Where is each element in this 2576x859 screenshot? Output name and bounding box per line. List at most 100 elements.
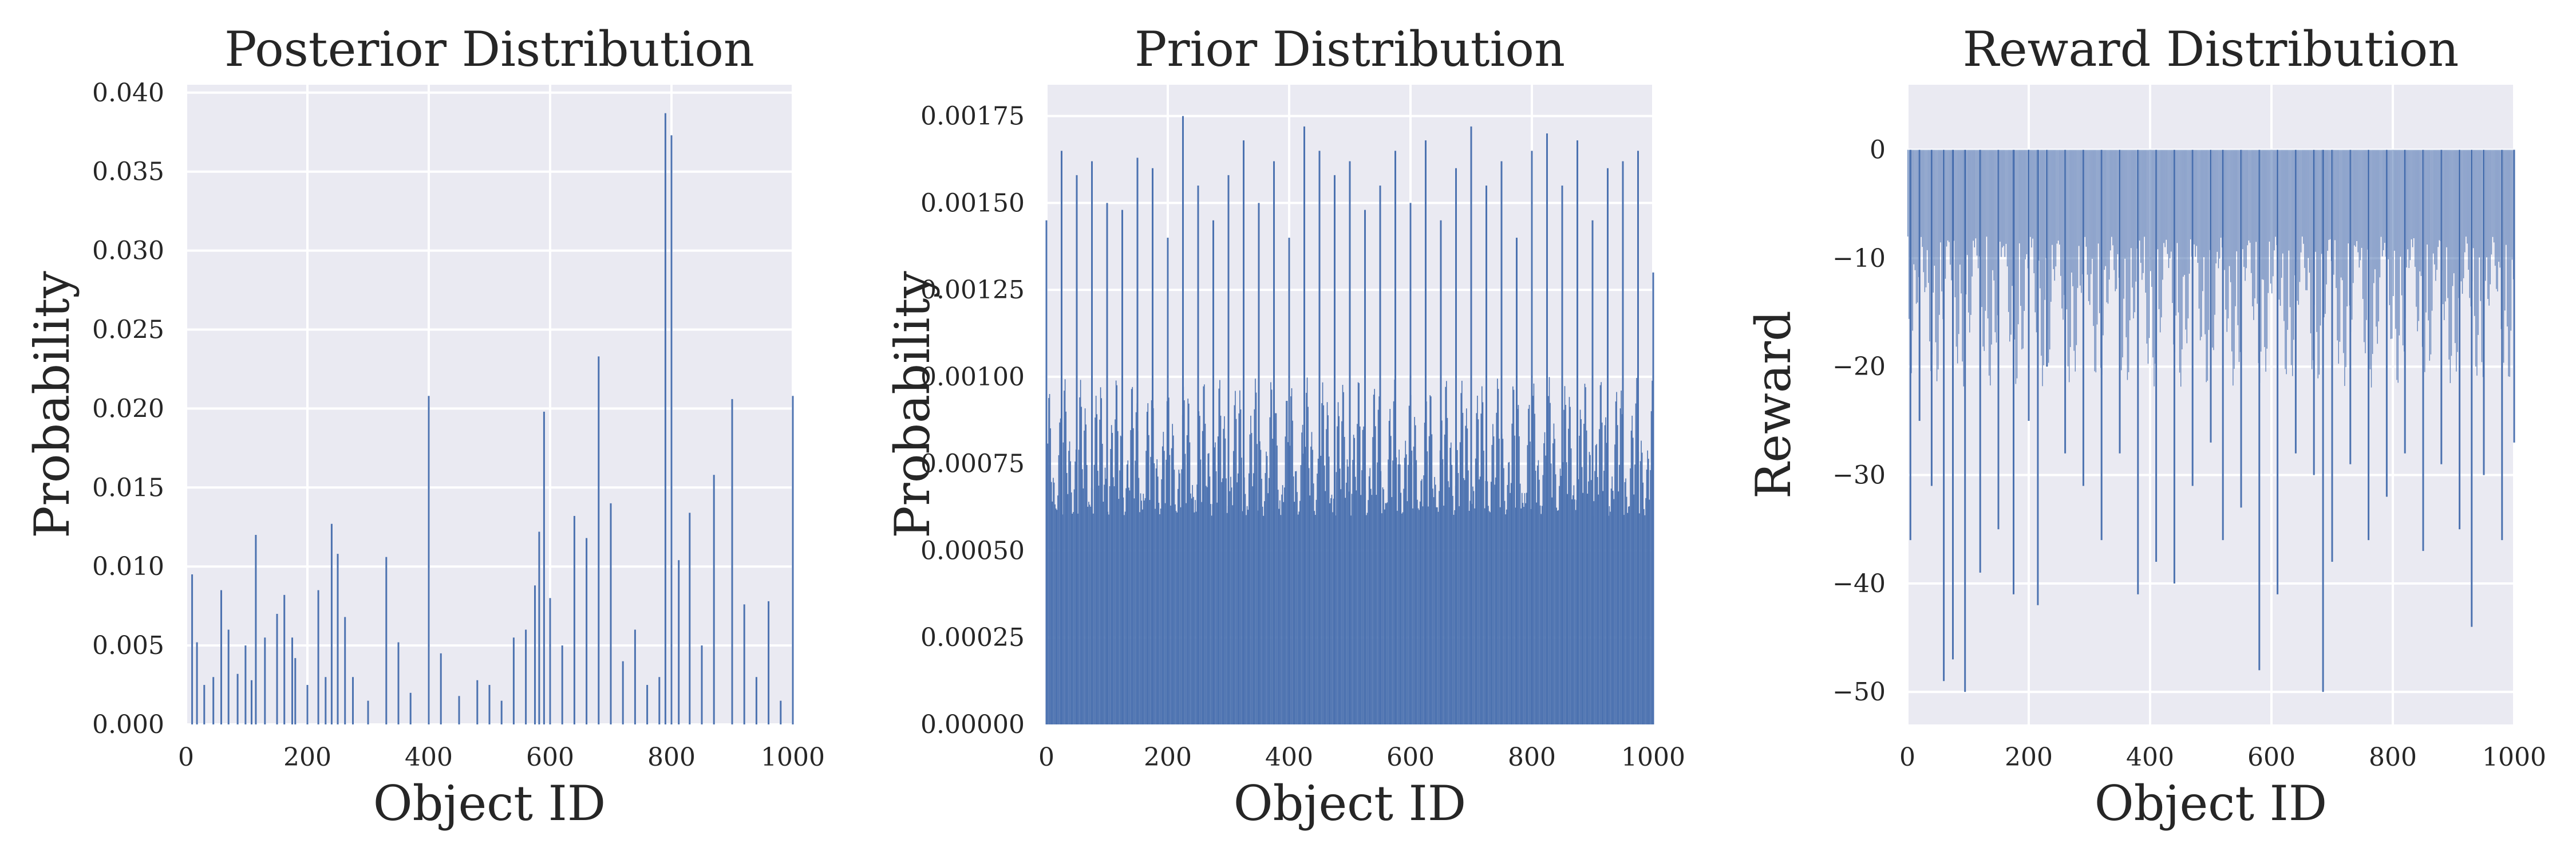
bar xyxy=(1641,452,1643,724)
bar xyxy=(1507,484,1508,724)
bar xyxy=(1585,387,1586,724)
bar xyxy=(1100,387,1101,724)
bar xyxy=(1493,436,1495,724)
y-tick-label: 0.00025 xyxy=(920,623,1025,652)
bar xyxy=(1485,186,1487,724)
bar xyxy=(1947,149,1949,241)
bar xyxy=(1309,495,1311,724)
y-tick-label: 0.040 xyxy=(92,78,164,108)
bar xyxy=(1257,444,1258,724)
bar xyxy=(2075,149,2076,372)
bar xyxy=(2173,149,2175,584)
bar xyxy=(2305,149,2306,290)
bar xyxy=(1127,460,1129,724)
bar xyxy=(1931,149,1933,354)
y-tick-label: 0.030 xyxy=(92,237,164,266)
bar xyxy=(1307,407,1309,724)
bar xyxy=(1306,392,1307,724)
bar xyxy=(1402,512,1404,724)
bar xyxy=(1182,116,1184,724)
bar xyxy=(1337,402,1339,724)
bar xyxy=(2099,149,2100,313)
bar xyxy=(1186,503,1187,724)
bar xyxy=(1364,210,1366,725)
bar xyxy=(1559,486,1560,724)
bar xyxy=(1563,409,1564,724)
bar xyxy=(1398,450,1400,724)
bar xyxy=(1161,446,1163,724)
bar xyxy=(1221,482,1222,724)
bar xyxy=(2162,149,2163,280)
bar xyxy=(244,645,247,724)
bar xyxy=(1288,238,1290,724)
bar xyxy=(1078,450,1080,724)
bar xyxy=(1247,510,1249,724)
bar xyxy=(1374,426,1376,724)
bar xyxy=(1342,385,1344,724)
bar xyxy=(1525,503,1526,724)
bar xyxy=(1238,413,1240,724)
bar xyxy=(1297,492,1298,724)
bar xyxy=(1209,476,1211,724)
bar xyxy=(2399,149,2400,336)
bar xyxy=(2242,149,2243,250)
bar xyxy=(1634,464,1635,724)
bar xyxy=(2122,149,2123,358)
bar xyxy=(1469,501,1471,724)
bar xyxy=(1129,490,1131,724)
bar xyxy=(1530,442,1531,724)
bar xyxy=(1101,398,1102,724)
bar xyxy=(2389,149,2391,305)
bar xyxy=(1216,502,1218,724)
bar xyxy=(1919,149,1921,249)
bar xyxy=(1086,464,1088,724)
bar xyxy=(2061,149,2063,309)
bar xyxy=(344,617,346,724)
bar xyxy=(1059,422,1060,724)
bar xyxy=(1477,419,1479,724)
bar xyxy=(1394,151,1396,724)
bar xyxy=(2176,149,2178,243)
bar xyxy=(1453,514,1455,724)
bar xyxy=(1366,513,1368,724)
x-tick-label: 1000 xyxy=(2482,743,2546,772)
bar xyxy=(1357,382,1359,724)
bar xyxy=(1964,149,1966,692)
bar xyxy=(1064,391,1065,724)
bar xyxy=(1596,444,1597,724)
bar xyxy=(1419,501,1421,724)
bar xyxy=(212,677,215,724)
bar xyxy=(1918,149,1921,421)
bar xyxy=(2462,149,2463,294)
bar xyxy=(1260,450,1262,724)
bar xyxy=(2124,149,2125,259)
bar xyxy=(2240,149,2242,508)
bar xyxy=(1351,494,1353,724)
bar xyxy=(2294,149,2296,275)
bar xyxy=(1524,493,1526,724)
bar xyxy=(2060,149,2061,276)
bar xyxy=(1312,450,1313,724)
bar xyxy=(634,629,636,724)
bar xyxy=(2368,149,2370,541)
bar xyxy=(1447,417,1448,724)
bar xyxy=(1510,483,1512,724)
bar xyxy=(1584,384,1586,724)
bar xyxy=(1397,464,1399,724)
bar xyxy=(1242,511,1243,724)
bar xyxy=(1552,443,1554,724)
bar xyxy=(1428,506,1429,724)
y-axis-label: Probability xyxy=(24,271,80,538)
bar xyxy=(1207,454,1209,724)
bar xyxy=(1314,511,1315,724)
bar xyxy=(1519,436,1520,724)
bar xyxy=(1156,459,1157,724)
bar xyxy=(1997,149,2000,530)
bar xyxy=(2457,149,2458,352)
x-tick-label: 400 xyxy=(2126,743,2174,772)
bar xyxy=(1153,463,1155,724)
bar xyxy=(2191,149,2194,486)
bar xyxy=(1117,431,1119,724)
bar xyxy=(2013,149,2014,594)
bar xyxy=(2101,149,2103,375)
